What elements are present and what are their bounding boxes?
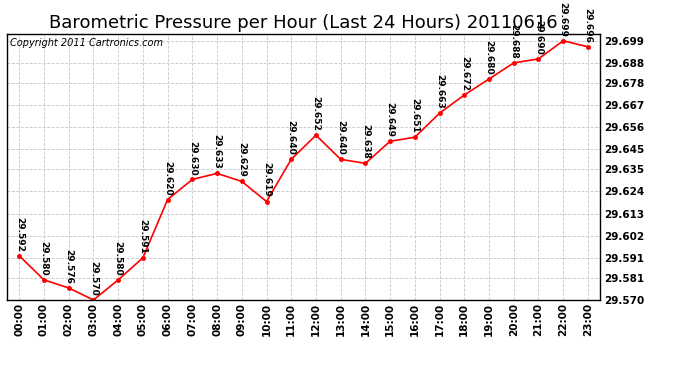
Text: 29.592: 29.592 [14, 217, 23, 252]
Text: 29.649: 29.649 [386, 102, 395, 137]
Text: 29.640: 29.640 [336, 120, 345, 155]
Text: 29.696: 29.696 [584, 8, 593, 43]
Text: 29.640: 29.640 [287, 120, 296, 155]
Text: 29.663: 29.663 [435, 74, 444, 109]
Text: 29.651: 29.651 [411, 98, 420, 133]
Text: 29.633: 29.633 [213, 135, 221, 169]
Text: 29.591: 29.591 [139, 219, 148, 254]
Text: 29.580: 29.580 [39, 241, 48, 276]
Text: 29.576: 29.576 [64, 249, 73, 284]
Text: 29.680: 29.680 [484, 40, 493, 75]
Text: Copyright 2011 Cartronics.com: Copyright 2011 Cartronics.com [10, 38, 163, 48]
Text: 29.638: 29.638 [361, 124, 370, 159]
Text: 29.688: 29.688 [509, 24, 518, 59]
Title: Barometric Pressure per Hour (Last 24 Hours) 20110616: Barometric Pressure per Hour (Last 24 Ho… [49, 14, 558, 32]
Text: 29.630: 29.630 [188, 141, 197, 175]
Text: 29.580: 29.580 [114, 241, 123, 276]
Text: 29.690: 29.690 [534, 20, 543, 55]
Text: 29.672: 29.672 [460, 56, 469, 91]
Text: 29.570: 29.570 [89, 261, 98, 296]
Text: 29.619: 29.619 [262, 162, 271, 197]
Text: 29.699: 29.699 [559, 2, 568, 37]
Text: 29.620: 29.620 [163, 161, 172, 195]
Text: 29.652: 29.652 [311, 96, 320, 131]
Text: 29.629: 29.629 [237, 142, 246, 177]
